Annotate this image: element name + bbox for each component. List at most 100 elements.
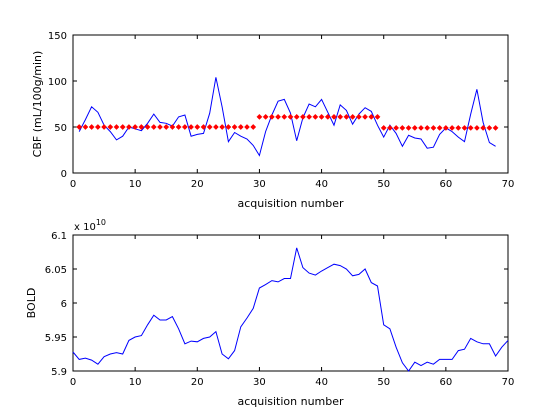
mean-marker: [436, 124, 443, 131]
mean-marker: [82, 124, 89, 130]
x-tick-label: 70: [502, 377, 515, 388]
bold-x-axis-label: acquisition number: [237, 395, 344, 408]
y-tick-label: 100: [48, 77, 67, 88]
mean-marker: [268, 113, 275, 120]
y-tick-label: 6.05: [45, 265, 67, 276]
cbf-x-axis-label: acquisition number: [237, 197, 344, 210]
mean-marker: [430, 124, 437, 131]
cbf-mean-markers: [76, 113, 499, 131]
mean-marker: [188, 124, 195, 130]
mean-marker: [250, 124, 257, 130]
mean-marker: [101, 124, 108, 130]
mean-marker: [331, 113, 337, 120]
mean-marker: [169, 124, 176, 130]
mean-marker: [200, 124, 207, 130]
mean-marker: [237, 124, 244, 130]
x-tick-label: 30: [253, 377, 266, 388]
mean-marker: [94, 124, 101, 130]
y-tick-label: 150: [48, 31, 67, 42]
mean-marker: [256, 113, 263, 120]
mean-marker: [418, 124, 424, 131]
mean-marker: [76, 124, 83, 130]
bold-multiplier-base: x 10: [74, 222, 96, 233]
mean-marker: [399, 124, 406, 131]
y-tick-label: 6: [61, 299, 67, 310]
x-tick-label: 60: [439, 179, 452, 190]
x-tick-label: 50: [377, 377, 390, 388]
mean-marker: [163, 124, 170, 130]
mean-marker: [181, 124, 188, 130]
x-tick-label: 30: [253, 179, 266, 190]
mean-marker: [206, 124, 213, 130]
mean-marker: [449, 124, 456, 131]
bold-series-line: [72, 247, 509, 372]
mean-marker: [380, 124, 387, 131]
mean-marker: [275, 113, 282, 120]
mean-marker: [405, 124, 412, 131]
mean-marker: [473, 124, 480, 131]
mean-marker: [393, 124, 400, 131]
mean-marker: [244, 124, 250, 130]
mean-marker: [492, 124, 499, 131]
mean-marker: [461, 124, 468, 131]
x-tick-label: 40: [315, 179, 328, 190]
mean-marker: [281, 113, 288, 120]
mean-marker: [113, 124, 120, 130]
mean-marker: [312, 113, 319, 120]
mean-marker: [362, 113, 369, 120]
mean-marker: [157, 124, 163, 130]
mean-marker: [107, 124, 114, 130]
mean-marker: [355, 113, 362, 120]
cbf-y-axis-label: CBF (mL/100g/min): [31, 51, 44, 158]
mean-marker: [455, 124, 462, 131]
x-tick-label: 40: [315, 377, 328, 388]
mean-marker: [138, 124, 145, 130]
x-tick-label: 50: [377, 179, 390, 190]
y-tick-label: 5.9: [51, 367, 67, 378]
x-tick-label: 60: [439, 377, 452, 388]
y-tick-label: 5.95: [45, 333, 67, 344]
cbf-plot: 0 10 20 30 40 50 60 70 0 50 100 150 acquisition num…: [31, 31, 514, 210]
y-tick-label: 50: [54, 123, 67, 134]
x-tick-label: 10: [129, 179, 142, 190]
mean-marker: [337, 113, 344, 120]
mean-marker: [262, 113, 269, 120]
mean-marker: [175, 124, 182, 130]
mean-marker: [212, 124, 219, 130]
y-tick-label: 0: [61, 169, 67, 180]
mean-marker: [194, 124, 201, 130]
x-tick-label: 10: [129, 377, 142, 388]
mean-marker: [306, 113, 313, 120]
mean-marker: [119, 124, 126, 130]
mean-marker: [374, 113, 381, 120]
mean-marker: [144, 124, 151, 130]
mean-marker: [467, 124, 474, 131]
cbf-series-line: [78, 77, 496, 157]
x-tick-label: 70: [502, 179, 515, 190]
mean-marker: [343, 113, 350, 120]
bold-plot: 0 10 20 30 40 50 60 70 5.9 5.95 6 6.05 6.1 acquisiti…: [25, 218, 514, 408]
x-tick-label: 0: [70, 377, 76, 388]
mean-marker: [442, 124, 449, 131]
x-tick-label: 20: [191, 179, 204, 190]
mean-marker: [368, 113, 375, 120]
y-tick-label: 6.1: [51, 231, 67, 242]
mean-marker: [293, 113, 300, 120]
bold-axis-multiplier: x 1010: [74, 218, 106, 233]
mean-marker: [287, 113, 294, 120]
cbf-axes-box: [72, 34, 509, 174]
bold-axes-box: [72, 234, 509, 372]
mean-marker: [480, 124, 487, 131]
mean-marker: [125, 124, 132, 130]
mean-marker: [411, 124, 418, 131]
mean-marker: [219, 124, 226, 130]
mean-marker: [88, 124, 95, 130]
x-tick-label: 0: [70, 179, 76, 190]
mean-marker: [318, 113, 325, 120]
mean-marker: [386, 124, 393, 131]
bold-multiplier-exponent: 10: [96, 218, 106, 227]
mean-marker: [424, 124, 431, 131]
mean-marker: [349, 113, 356, 120]
mean-marker: [225, 124, 232, 130]
